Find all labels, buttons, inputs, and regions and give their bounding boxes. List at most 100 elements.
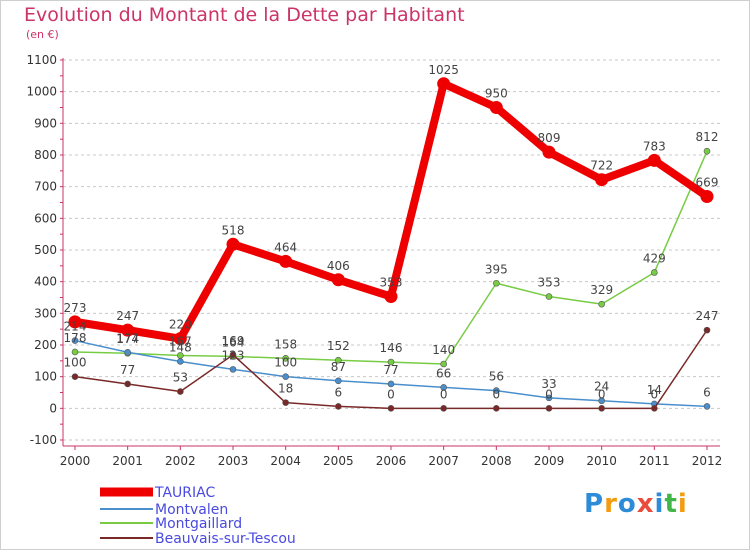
- data-label: 178: [64, 331, 87, 345]
- data-label: 329: [590, 283, 613, 297]
- x-tick-label: 2011: [639, 454, 670, 468]
- data-label: 77: [383, 363, 398, 377]
- legend-label: Beauvais-sur-Tescou: [155, 531, 296, 547]
- data-label: 174: [116, 332, 139, 346]
- x-tick-label: 2001: [112, 454, 143, 468]
- data-label: 77: [120, 363, 135, 377]
- data-label: 0: [651, 387, 659, 401]
- data-label: 214: [64, 320, 87, 334]
- data-label: 6: [703, 385, 711, 399]
- data-point: [651, 405, 658, 412]
- data-label: 0: [387, 387, 395, 401]
- data-point: [440, 384, 447, 391]
- data-point: [651, 269, 658, 276]
- data-label: 158: [274, 337, 297, 351]
- logo-letter: o: [617, 489, 637, 519]
- y-tick-label: 100: [34, 370, 57, 384]
- data-point: [71, 337, 79, 344]
- data-point: [177, 358, 184, 365]
- data-point: [71, 373, 79, 380]
- data-point: [493, 279, 500, 287]
- legend-label: Montgaillard: [155, 516, 242, 532]
- x-tick-label: 2007: [428, 454, 459, 468]
- data-label: 167: [169, 334, 192, 348]
- data-point: [489, 101, 503, 114]
- data-label: 177: [116, 331, 139, 345]
- logo-letter: r: [604, 489, 618, 519]
- data-point: [493, 387, 500, 394]
- data-label: 950: [485, 87, 508, 101]
- data-point: [282, 373, 289, 380]
- x-tick-label: 2005: [323, 454, 354, 468]
- data-label: 783: [643, 139, 666, 153]
- data-label: 18: [278, 382, 293, 396]
- data-label: 14: [647, 383, 662, 397]
- data-point: [542, 145, 556, 159]
- data-point: [229, 351, 237, 359]
- data-point: [335, 377, 342, 385]
- data-point: [335, 356, 342, 364]
- data-label: 164: [222, 335, 245, 349]
- data-label: 148: [169, 340, 192, 354]
- data-label: 722: [590, 159, 613, 173]
- data-point: [71, 348, 79, 356]
- x-tick-label: 2004: [270, 454, 301, 468]
- data-point: [545, 405, 553, 412]
- legend-label: Montvalen: [155, 502, 228, 518]
- data-label: 0: [493, 387, 501, 401]
- data-label: 247: [696, 309, 719, 323]
- data-label: 24: [594, 380, 609, 394]
- data-label: 0: [545, 387, 553, 401]
- y-tick-label: 500: [34, 243, 57, 257]
- data-label: 353: [538, 276, 561, 290]
- data-point: [229, 366, 237, 373]
- data-point: [279, 254, 293, 268]
- data-label: 33: [541, 377, 556, 391]
- data-label: 395: [485, 262, 508, 276]
- data-point: [598, 300, 605, 308]
- y-tick-label: 1000: [26, 85, 57, 99]
- y-tick-label: 400: [34, 275, 57, 289]
- data-label: 669: [696, 175, 719, 189]
- data-point: [545, 394, 553, 402]
- data-point: [335, 403, 342, 410]
- chart-subtitle: (en €): [26, 28, 59, 41]
- grid-lines: [63, 59, 720, 441]
- data-point: [440, 360, 447, 368]
- data-point: [440, 405, 447, 412]
- data-point: [177, 388, 184, 395]
- data-point: [384, 290, 398, 304]
- legend: TAURIACMontvalenMontgaillardBeauvais-sur…: [100, 485, 296, 547]
- data-point: [282, 399, 289, 406]
- x-tick-label: 2008: [481, 454, 512, 468]
- data-label: 56: [489, 370, 504, 384]
- data-label: 140: [432, 343, 455, 357]
- y-axis-ticks: -100 0 100 200 300 400 500 600 700 800 900 1000 1100: [26, 53, 57, 447]
- y-tick-label: 200: [34, 338, 57, 352]
- data-label: 406: [327, 259, 350, 273]
- y-tick-label: 700: [34, 180, 57, 194]
- data-label: 146: [380, 341, 403, 355]
- logo-letter: P: [584, 489, 605, 519]
- data-point: [173, 332, 187, 346]
- series-group: [68, 77, 714, 412]
- data-label: 518: [222, 223, 245, 237]
- data-point: [124, 348, 131, 356]
- data-point: [226, 237, 240, 251]
- chart-title: Evolution du Montant de la Dette par Hab…: [24, 4, 465, 26]
- y-tick-label: 800: [34, 148, 57, 162]
- data-label: 66: [436, 366, 451, 380]
- x-tick-label: 2012: [692, 454, 723, 468]
- data-label: 273: [64, 301, 87, 315]
- data-point: [700, 189, 714, 203]
- data-point: [282, 354, 289, 362]
- data-label: 169: [222, 334, 245, 348]
- proxiti-logo: Proxiti: [584, 489, 688, 519]
- data-label: 53: [173, 371, 188, 385]
- logo-letter: x: [636, 489, 655, 519]
- data-point: [647, 153, 661, 167]
- x-tick-label: 2000: [60, 454, 91, 468]
- legend-label: TAURIAC: [154, 485, 215, 501]
- data-point: [598, 405, 605, 412]
- data-point: [598, 397, 605, 405]
